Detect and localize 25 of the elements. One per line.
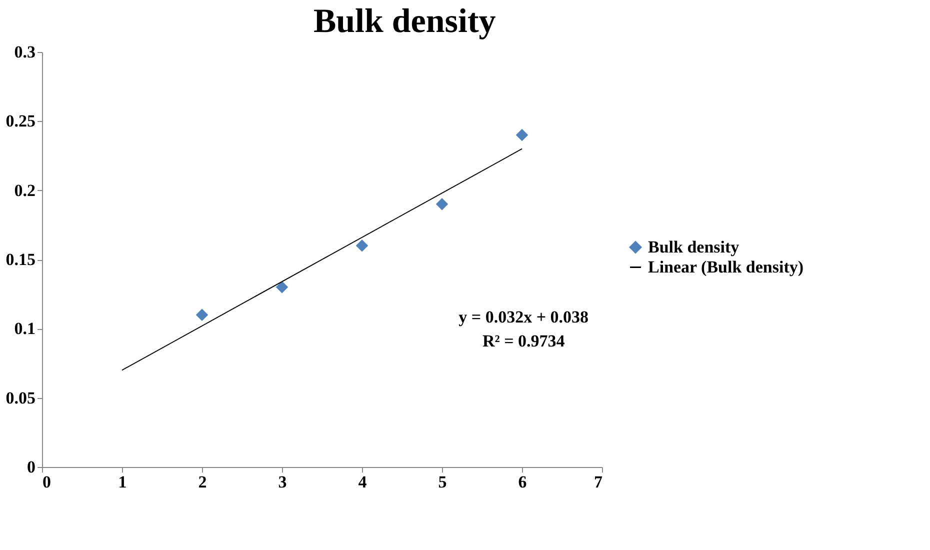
y-tick-label: 0.1 <box>14 319 36 338</box>
legend-label: Linear (Bulk density) <box>648 257 804 276</box>
y-tick-label: 0 <box>27 458 36 476</box>
annotation: y = 0.032x + 0.038 <box>458 308 589 327</box>
x-tick-label: 4 <box>358 472 368 492</box>
y-tick-label: 0.2 <box>14 180 36 200</box>
y-tick-label: 0.15 <box>6 250 36 269</box>
point <box>276 281 288 294</box>
x-tick-label: 2 <box>198 472 207 492</box>
x-tick-label: 1 <box>118 472 127 492</box>
point <box>436 198 448 210</box>
annotation: R² = 0.9734 <box>482 332 566 351</box>
y-tick-label: 0.05 <box>6 388 36 408</box>
chart-title: Bulk density <box>313 3 496 40</box>
point <box>196 308 208 321</box>
point <box>356 240 368 252</box>
y-tick-label: 0.3 <box>14 42 36 62</box>
x-tick-label: 3 <box>278 472 287 492</box>
point <box>516 128 528 142</box>
y-tick-label: 0.25 <box>6 112 36 131</box>
x-tick-label: 5 <box>438 472 447 492</box>
x-tick-label: 7 <box>594 472 603 492</box>
x-tick-label: 6 <box>518 472 527 492</box>
x-tick-label: 0 <box>42 472 51 492</box>
legend-label: Bulk density <box>648 237 740 256</box>
